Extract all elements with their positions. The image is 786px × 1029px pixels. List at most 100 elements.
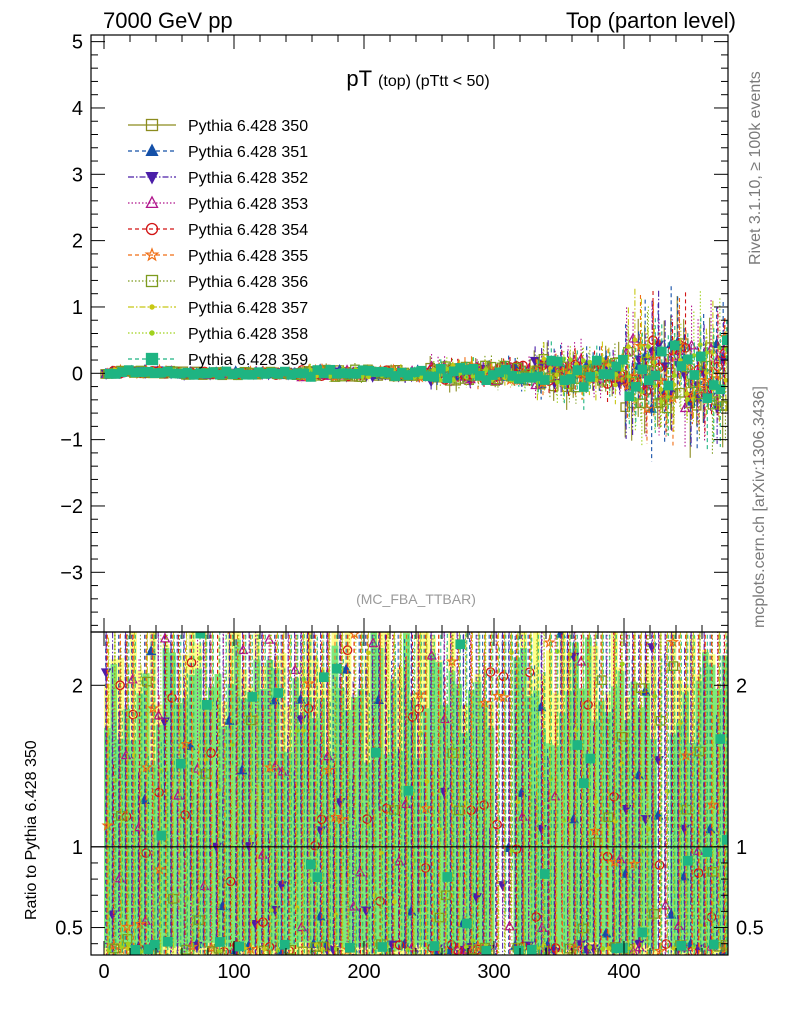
ratio-y-tick-label-left: 1 xyxy=(72,837,83,859)
ratio-point xyxy=(608,855,621,868)
ratio-point xyxy=(248,830,254,836)
legend-label: Pythia 6.428 357 xyxy=(188,300,308,317)
ratio-point xyxy=(282,618,286,622)
ratio-band-green xyxy=(416,758,423,945)
main-point xyxy=(429,372,440,382)
main-point xyxy=(541,356,547,362)
ratio-band-green xyxy=(344,709,352,947)
ratio-point xyxy=(209,611,217,619)
ratio-point xyxy=(600,946,606,952)
main-point xyxy=(585,372,596,382)
ratio-point xyxy=(606,945,612,951)
main-point xyxy=(580,358,586,364)
ratio-point xyxy=(348,632,361,640)
ratio-band-green xyxy=(695,680,703,950)
main-panel-frame xyxy=(90,34,729,633)
ratio-band-green xyxy=(123,709,131,949)
main-point xyxy=(723,377,728,383)
ratio-point xyxy=(559,604,567,612)
ratio-point xyxy=(162,936,173,947)
main-point xyxy=(431,367,437,373)
ratio-y-tick-label-left: 2 xyxy=(72,675,83,697)
main-point xyxy=(442,373,453,384)
ratio-point xyxy=(290,606,298,614)
ratio-point xyxy=(312,872,323,883)
ratio-point xyxy=(649,909,659,919)
ratio-point xyxy=(513,945,524,955)
ratio-point xyxy=(587,944,593,950)
ratio-point xyxy=(403,785,414,796)
ratio-point xyxy=(481,945,492,955)
ratio-point xyxy=(195,632,206,639)
analysis-watermark: (MC_FBA_TTBAR) xyxy=(356,591,476,607)
ratio-band-green xyxy=(604,711,612,949)
ratio-point xyxy=(130,944,141,955)
legend-marker xyxy=(149,330,155,336)
main-point xyxy=(630,381,641,392)
legend-entry: Pythia 6.428 354 xyxy=(128,222,308,239)
main-point xyxy=(587,359,593,365)
main-point xyxy=(702,393,713,404)
ratio-point xyxy=(115,680,125,691)
ratio-point xyxy=(279,939,290,950)
ratio-band-green xyxy=(422,708,430,950)
ratio-point xyxy=(666,635,680,648)
ratio-point xyxy=(477,607,481,611)
ratio-point xyxy=(145,594,149,598)
ratio-point xyxy=(668,622,676,630)
ratio-point xyxy=(702,847,713,857)
ratio-y-tick-label-right: 1 xyxy=(736,837,747,859)
ratio-point xyxy=(426,649,437,660)
ratio-point xyxy=(224,593,228,597)
ratio-point xyxy=(682,855,693,866)
ratio-point xyxy=(637,927,648,938)
ratio-point xyxy=(146,701,160,714)
main-y-tick-label: 0 xyxy=(72,363,83,385)
ratio-point xyxy=(671,945,677,951)
main-point xyxy=(483,367,489,373)
ratio-point xyxy=(442,872,453,882)
ratio-point xyxy=(168,620,177,628)
ratio-point xyxy=(617,943,628,953)
legend-entry: Pythia 6.428 356 xyxy=(128,274,308,291)
ratio-band-green xyxy=(169,652,176,948)
main-point xyxy=(578,382,589,392)
ratio-y-axis-label: Ratio to Pythia 6.428 350 xyxy=(23,740,40,920)
ratio-point xyxy=(653,944,667,955)
ratio-band-green xyxy=(526,696,534,948)
main-point xyxy=(604,369,615,380)
ratio-point xyxy=(234,941,245,952)
ratio-point xyxy=(516,590,520,594)
legend: Pythia 6.428 350 Pythia 6.428 351 Pythia 6… xyxy=(128,118,308,369)
plot-title: pT (top) (pTtt < 50) xyxy=(346,66,489,91)
legend-entry: Pythia 6.428 355 xyxy=(128,247,308,265)
ratio-point xyxy=(186,657,197,668)
ratio-point xyxy=(211,598,215,602)
legend-entry: Pythia 6.428 351 xyxy=(128,143,308,161)
main-point xyxy=(565,374,576,384)
ratio-point xyxy=(367,637,379,648)
ratio-point xyxy=(497,691,511,703)
main-point xyxy=(567,357,573,363)
legend-marker xyxy=(145,171,159,185)
main-point xyxy=(511,361,522,371)
legend-marker xyxy=(145,195,159,209)
ratio-point xyxy=(142,676,152,687)
ratio-point xyxy=(578,778,589,789)
main-point xyxy=(695,351,706,362)
main-point xyxy=(669,340,680,351)
main-y-tick-label: 2 xyxy=(72,231,83,253)
ratio-point xyxy=(175,758,186,769)
ratio-point xyxy=(721,835,728,845)
ratio-y-tick-label-right: 2 xyxy=(736,675,747,697)
ratio-point xyxy=(700,617,708,625)
ratio-point xyxy=(378,850,384,856)
legend-label: Pythia 6.428 355 xyxy=(188,248,308,265)
ratio-point xyxy=(543,636,556,648)
ratio-point xyxy=(652,693,658,699)
ratio-band-green xyxy=(117,739,124,947)
main-y-tick-label: −1 xyxy=(60,430,83,452)
main-point xyxy=(552,356,563,367)
main-point xyxy=(658,399,664,404)
